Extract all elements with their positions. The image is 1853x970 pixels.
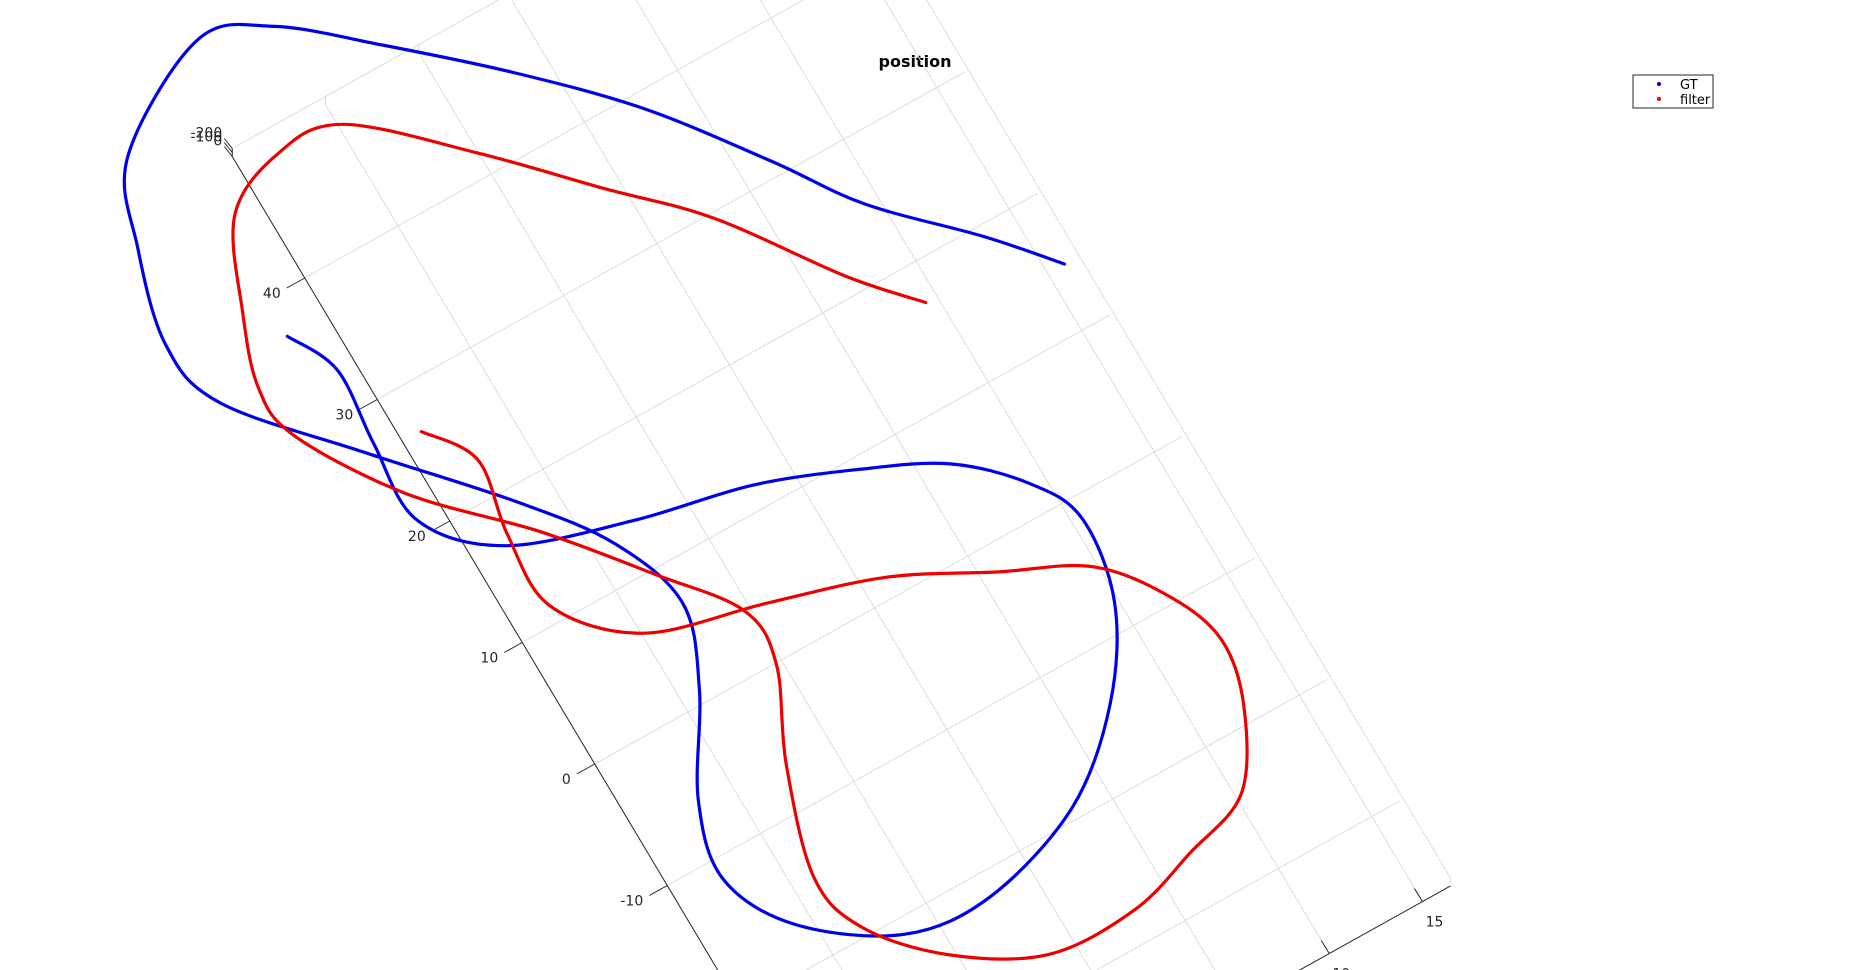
y-tick-mark [286,277,305,289]
x-tick-label: 10 [1332,967,1350,970]
grid-line-y [667,557,1255,886]
grid-line-y [805,678,1328,970]
x-tick-mark [1320,940,1330,954]
grid-line-x [635,0,1216,970]
series-line-filter [231,122,1249,961]
axes [223,138,1451,970]
grid-line-x [883,0,1423,902]
grid-line-y [377,71,965,400]
x-tick-label: 15 [1426,915,1444,931]
legend-box [1632,74,1714,109]
legend-marker-filter [1657,97,1661,101]
grid-line-x [511,0,1092,970]
y-tick-mark [359,399,378,410]
y-tick-label: -10 [620,894,643,910]
legend[interactable]: GT filter [1632,74,1714,109]
x-tick-mark [1414,888,1423,902]
series-line-gt [122,22,1119,938]
grid-line-x [759,0,1330,954]
grid-line-y [449,192,1038,522]
y-tick-mark [576,763,595,775]
legend-label-gt: GT [1680,78,1698,93]
z-tick-label: -200 [190,126,222,142]
y-tick-label: 40 [263,286,281,302]
tick-labels: -30-20-10010203040-15-10-50510150-100-20… [190,126,1443,970]
y-tick-mark [649,885,668,896]
legend-label-filter: filter [1680,93,1711,108]
y-tick-label: 30 [335,408,353,424]
z-tick-mark [223,138,233,149]
y-tick-label: 0 [562,772,571,788]
x-axis-line [1298,885,1451,970]
grid-line-y [304,0,805,279]
y-tick-label: 10 [480,651,498,667]
grid-line-y [1095,800,1400,970]
z-tick-mark [223,142,233,153]
y-tick-label: 20 [408,529,426,545]
y-tick-mark [504,642,523,653]
chart-title: position [879,52,952,71]
y-axis-line [231,156,719,970]
grid-line-y [522,314,1110,643]
grid-wall-top [232,0,1451,879]
y-tick-mark [431,520,450,532]
z-tick-label: -100 [190,130,222,146]
grid-line-x [418,52,967,970]
z-tick-mark [223,146,233,157]
plot-area [122,22,1249,961]
legend-marker-gt [1657,82,1661,86]
z-tick-label: 0 [213,134,222,150]
grid-line-y [594,435,1183,765]
